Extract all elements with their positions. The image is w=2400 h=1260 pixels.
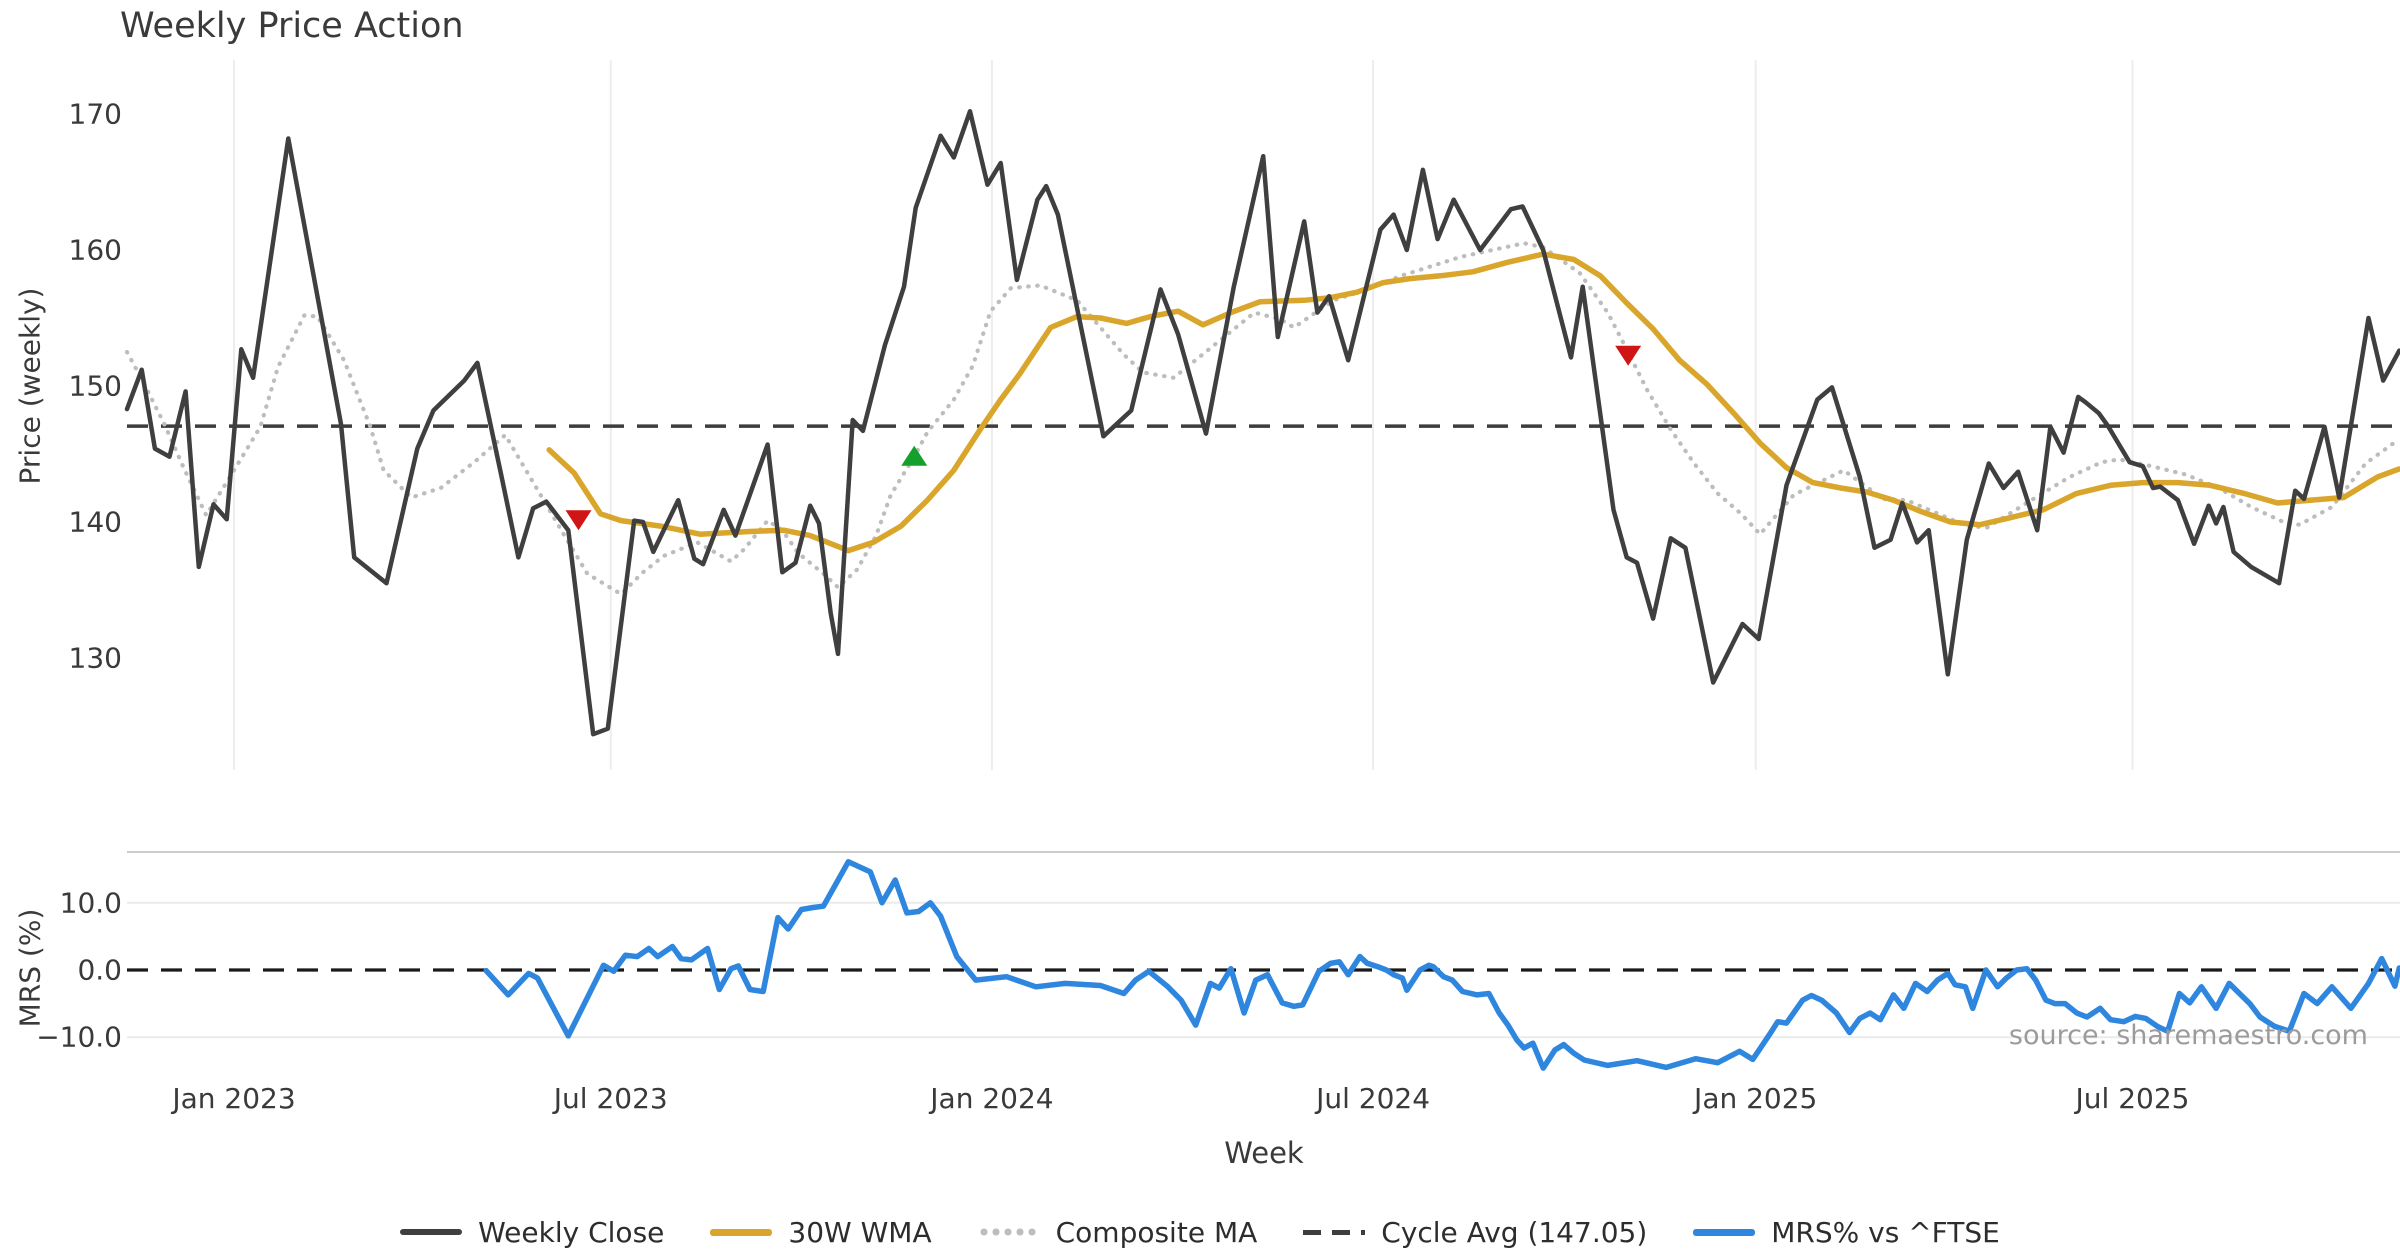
price-ytick-label: 150	[68, 369, 122, 403]
legend-swatch-weekly-close-icon	[400, 1229, 463, 1235]
legend-label: Cycle Avg (147.05)	[1381, 1215, 1648, 1249]
price-ytick-label: 170	[68, 97, 122, 131]
buy-signal-icon	[901, 445, 928, 466]
legend-item-mrs-vs-ftse: MRS% vs ^FTSE	[1693, 1216, 2000, 1249]
page-title: Weekly Price Action	[120, 6, 464, 46]
legend-item-cycle-avg-147-05: Cycle Avg (147.05)	[1303, 1216, 1647, 1249]
legend-item-weekly-close: Weekly Close	[400, 1216, 664, 1249]
mrs-ytick-label: 10.0	[59, 886, 122, 920]
x-tick-label: Jan 2024	[930, 1082, 1054, 1115]
legend-item-30w-wma: 30W WMA	[710, 1215, 932, 1249]
mrs-line	[483, 859, 2400, 1071]
weekly-close-line	[124, 109, 2400, 737]
sell-signal-icon	[1615, 345, 1642, 366]
legend-swatch-composite-ma-icon	[977, 1228, 1040, 1236]
legend-label: MRS% vs ^FTSE	[1771, 1215, 2000, 1249]
price-ytick-label: 130	[68, 641, 122, 675]
sell-signal-icon	[565, 510, 592, 531]
x-tick-label: Jan 2023	[172, 1082, 296, 1115]
legend: Weekly Close 30W WMA Composite MA Cycle Avg…	[0, 1208, 2400, 1256]
mrs-ytick-label: −10.0	[36, 1020, 122, 1054]
x-tick-label: Jul 2023	[553, 1082, 668, 1115]
price-ytick-label: 140	[68, 505, 122, 539]
legend-label: 30W WMA	[788, 1215, 932, 1249]
source-watermark: source: sharemaestro.com	[2008, 1020, 2368, 1051]
x-axis-label: Week	[1224, 1136, 1304, 1170]
wma-30w-line	[546, 251, 2400, 554]
x-tick-label: Jul 2024	[1316, 1082, 1431, 1115]
legend-swatch-30w-wma-icon	[710, 1228, 773, 1236]
mrs-ytick-label: 0.0	[77, 953, 122, 987]
legend-item-composite-ma: Composite MA	[977, 1215, 1258, 1249]
price-ytick-label: 160	[68, 233, 122, 267]
legend-swatch-mrs-vs-ftse-icon	[1693, 1228, 1756, 1236]
legend-label: Composite MA	[1055, 1215, 1258, 1249]
composite-ma-line	[124, 241, 2400, 597]
legend-label: Weekly Close	[478, 1215, 665, 1249]
x-tick-label: Jan 2025	[1694, 1082, 1818, 1115]
legend-swatch-cycle-avg-147-05-icon	[1303, 1229, 1366, 1235]
x-tick-label: Jul 2025	[2075, 1082, 2190, 1115]
